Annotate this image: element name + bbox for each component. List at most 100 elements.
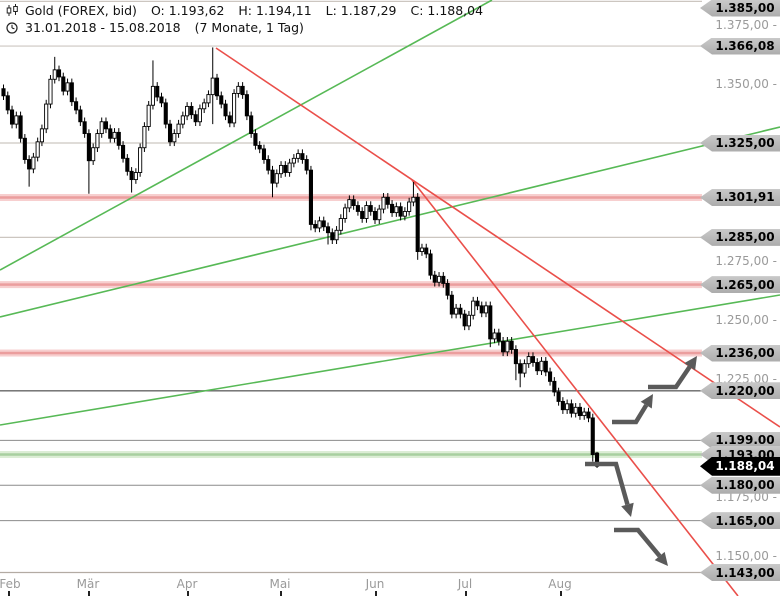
month-label: Apr <box>176 577 198 591</box>
candle <box>372 210 378 221</box>
candle <box>321 220 326 228</box>
candle <box>108 128 113 139</box>
candle <box>112 131 117 139</box>
candle <box>142 126 147 149</box>
candle <box>407 201 412 212</box>
y-axis-tick-label: 1.275,00 <box>715 254 777 268</box>
candle <box>167 123 173 143</box>
candle <box>189 105 194 116</box>
month-label: Feb <box>0 577 21 591</box>
candle <box>577 406 582 417</box>
candle <box>454 307 459 315</box>
candle <box>150 85 156 106</box>
candle <box>283 164 288 173</box>
trendline-green[interactable] <box>0 0 493 271</box>
price-level-tag[interactable]: 1.180,00 <box>700 476 780 494</box>
candle <box>330 232 335 241</box>
candle <box>582 411 587 417</box>
candle <box>236 85 241 94</box>
candle <box>471 300 476 316</box>
high-value: H: 1.194,11 <box>238 3 312 18</box>
candle <box>206 94 211 104</box>
price-level-tag[interactable]: 1.385,00 <box>700 0 780 17</box>
price-level-tag[interactable]: 1.301,91 <box>700 188 780 206</box>
clock-icon <box>5 21 19 35</box>
candle <box>441 275 446 284</box>
chart-header: Gold (FOREX, bid) O: 1.193,62 H: 1.194,1… <box>5 2 491 36</box>
candle <box>368 205 373 212</box>
month-tick <box>560 591 562 596</box>
candle <box>129 170 134 181</box>
candle <box>501 340 506 353</box>
candle <box>5 95 10 111</box>
candle <box>78 109 83 123</box>
candle <box>308 169 313 225</box>
price-level-tag[interactable]: 1.165,00 <box>700 512 780 530</box>
candle <box>526 356 531 365</box>
candle <box>86 133 91 162</box>
candle <box>82 121 87 135</box>
trendline-green[interactable] <box>0 126 780 318</box>
projection-arrow <box>648 365 692 390</box>
candle <box>351 199 356 206</box>
last-price-tag[interactable]: 1.188,04 <box>700 456 780 476</box>
candle <box>300 153 305 160</box>
candle <box>304 159 309 171</box>
price-level-tag[interactable]: 1.366,08 <box>700 37 780 55</box>
trendline-red[interactable] <box>411 179 739 596</box>
candle <box>530 356 536 363</box>
candle <box>552 380 557 393</box>
candle <box>415 196 420 253</box>
projection-arrow <box>614 527 662 558</box>
candle <box>176 123 181 135</box>
zone-core-line <box>0 196 702 199</box>
candle <box>492 332 497 340</box>
y-axis-tick-label: 1.150,00 <box>715 549 777 563</box>
candle <box>56 69 62 78</box>
price-level-tag[interactable]: 1.325,00 <box>700 134 780 152</box>
y-axis-tick-label: 1.250,00 <box>715 313 777 327</box>
candle <box>14 115 19 125</box>
timeframe: (7 Monate, 1 Tag) <box>194 20 304 35</box>
price-level-tag[interactable]: 1.265,00 <box>700 276 780 294</box>
projection-arrow <box>585 461 630 506</box>
candle <box>74 101 79 111</box>
month-tick <box>187 591 189 596</box>
candle <box>163 102 168 125</box>
price-level-tag[interactable]: 1.220,00 <box>700 382 780 400</box>
candle <box>535 362 540 372</box>
candle <box>573 406 578 414</box>
candle <box>270 169 275 184</box>
candle <box>432 274 437 283</box>
arrow-head-down <box>654 551 668 566</box>
month-tick <box>88 591 90 596</box>
arrow-head-up <box>684 356 697 371</box>
candle <box>543 360 548 373</box>
candle <box>95 133 100 149</box>
arrow-head-up <box>640 394 653 409</box>
candle <box>296 153 301 159</box>
candle <box>509 340 514 350</box>
price-level-tag[interactable]: 1.285,00 <box>700 228 780 246</box>
candle <box>462 313 467 327</box>
trendline-green[interactable] <box>0 294 780 426</box>
candle <box>266 159 271 171</box>
candle <box>172 133 177 143</box>
open-value: O: 1.193,62 <box>150 3 225 18</box>
month-label: Jun <box>365 577 385 591</box>
price-level-tag[interactable]: 1.143,00 <box>700 564 780 582</box>
candle <box>385 196 390 205</box>
candle <box>475 300 480 307</box>
candle <box>214 77 220 97</box>
candle <box>22 137 27 160</box>
candle <box>52 69 57 80</box>
candle <box>210 77 215 96</box>
candle <box>424 247 429 255</box>
candle <box>31 156 36 170</box>
candle <box>411 196 416 203</box>
price-level-tag[interactable]: 1.236,00 <box>700 344 780 362</box>
price-level-tag[interactable]: 1.199.00 <box>700 431 780 449</box>
y-axis-tick-label: 1.375,00 <box>715 18 777 32</box>
candle <box>103 121 109 130</box>
